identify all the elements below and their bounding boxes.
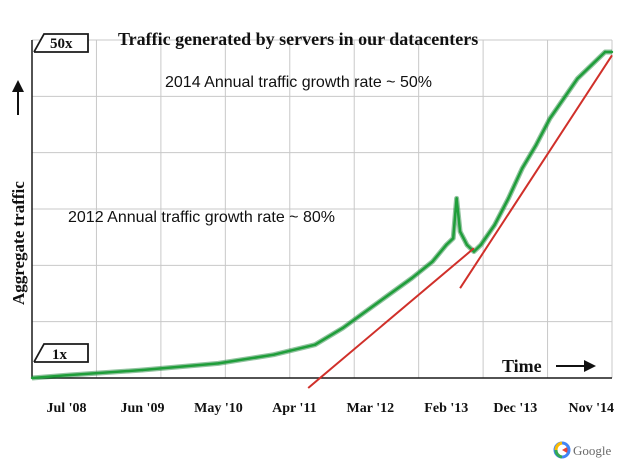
y-top-marker: 50x [33, 33, 89, 53]
series-point [30, 376, 34, 380]
x-tick-labels: Jul '08 Jun '09 May '10 Apr '11 Mar '12 Feb '… [46, 401, 614, 416]
series-point [507, 197, 510, 200]
x-axis-title-group: Time [502, 356, 596, 376]
series-point [141, 368, 144, 372]
series-point [465, 243, 469, 247]
series-point [493, 223, 496, 227]
series-point [562, 97, 565, 100]
y-bottom-label: 1x [52, 347, 68, 363]
trend-layer [307, 54, 613, 389]
series-point [479, 243, 483, 247]
series-point [458, 230, 462, 233]
x-tick-label: Apr '11 [272, 401, 316, 416]
series-point [313, 343, 317, 346]
x-tick-label: Feb '13 [424, 401, 468, 416]
series-point [410, 277, 413, 280]
series-point [590, 64, 593, 67]
google-logo-icon [553, 441, 571, 459]
series-point [431, 260, 434, 263]
x-axis-title: Time [502, 356, 542, 376]
x-tick-label: May '10 [194, 401, 243, 416]
trend-line [307, 247, 475, 389]
x-tick-label: Dec '13 [493, 401, 537, 416]
series-point [576, 77, 579, 80]
x-tick-label: Jul '08 [46, 401, 86, 416]
series-point [472, 250, 476, 253]
series-point [217, 362, 220, 365]
series-point [455, 197, 458, 200]
google-logo: Google [553, 441, 612, 459]
google-logo-text: Google [573, 443, 612, 458]
trend-line [459, 54, 613, 289]
series-point [548, 117, 552, 120]
series-point [341, 326, 344, 330]
y-axis-title: Aggregate traffic [9, 181, 28, 305]
annotation-2014-growth: 2014 Annual traffic growth rate ~ 50% [165, 74, 432, 91]
right-arrow-icon [584, 360, 596, 372]
x-tick-label: Jun '09 [120, 401, 164, 416]
x-tick-label: Mar '12 [347, 401, 395, 416]
y-bottom-marker: 1x [33, 343, 89, 363]
y-axis-title-group: Aggregate traffic [9, 80, 28, 305]
x-tick-label: Nov '14 [569, 401, 615, 416]
series-point [534, 143, 538, 147]
series-point [65, 374, 68, 377]
series-point [603, 50, 607, 54]
up-arrow-icon [12, 80, 24, 92]
series-point [521, 167, 524, 170]
y-top-label: 50x [50, 36, 73, 52]
series-point [445, 243, 448, 247]
series-point [610, 50, 614, 54]
annotation-2012-growth: 2012 Annual traffic growth rate ~ 80% [68, 209, 335, 226]
series-layer [30, 49, 614, 381]
series-point [369, 306, 372, 310]
series-point [272, 353, 275, 356]
chart-title: Traffic generated by servers in our data… [118, 29, 478, 49]
series-point [451, 237, 455, 240]
